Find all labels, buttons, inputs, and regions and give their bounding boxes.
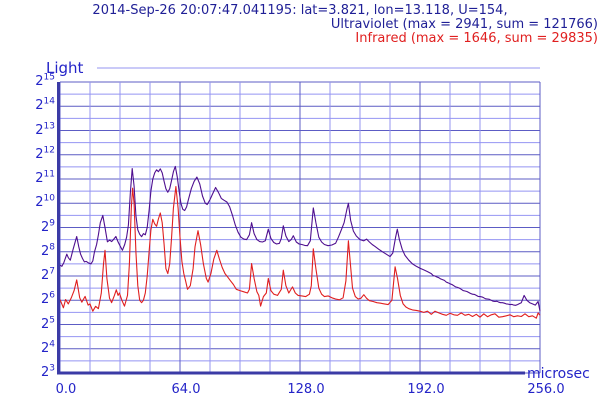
y-tick-2^10: 210 — [35, 193, 55, 211]
y-tick-2^9: 29 — [40, 218, 55, 235]
x-tick-192.0: 192.0 — [407, 382, 445, 397]
x-axis-label: microsec — [527, 366, 590, 382]
y-tick-2^4: 24 — [40, 339, 55, 356]
y-axis-label: Light — [46, 59, 84, 77]
infrared-series-line — [59, 185, 541, 319]
y-tick-2^14: 214 — [35, 96, 55, 114]
y-tick-2^6: 26 — [40, 290, 55, 308]
ultraviolet-series-line — [59, 165, 541, 312]
y-tick-2^12: 212 — [35, 145, 55, 162]
x-tick-256.0: 256.0 — [527, 382, 565, 397]
y-tick-2^5: 25 — [40, 315, 55, 332]
y-tick-2^3: 23 — [40, 363, 55, 380]
y-tick-2^15: 215 — [35, 72, 55, 89]
y-tick-2^13: 213 — [35, 121, 55, 138]
infrared-legend: Infrared (max = 1646, sum = 29835) — [355, 31, 598, 46]
y-tick-2^7: 27 — [40, 266, 55, 283]
y-tick-2^8: 28 — [40, 242, 55, 259]
y-tick-2^11: 211 — [35, 169, 55, 186]
x-tick-64.0: 64.0 — [171, 382, 201, 397]
x-tick-128.0: 128.0 — [287, 382, 325, 397]
ultraviolet-legend: Ultraviolet (max = 2941, sum = 121766) — [330, 17, 598, 32]
x-tick-0.0: 0.0 — [55, 382, 77, 397]
chart-title: 2014-Sep-26 20:07:47.041195: lat=3.821, … — [92, 3, 508, 18]
